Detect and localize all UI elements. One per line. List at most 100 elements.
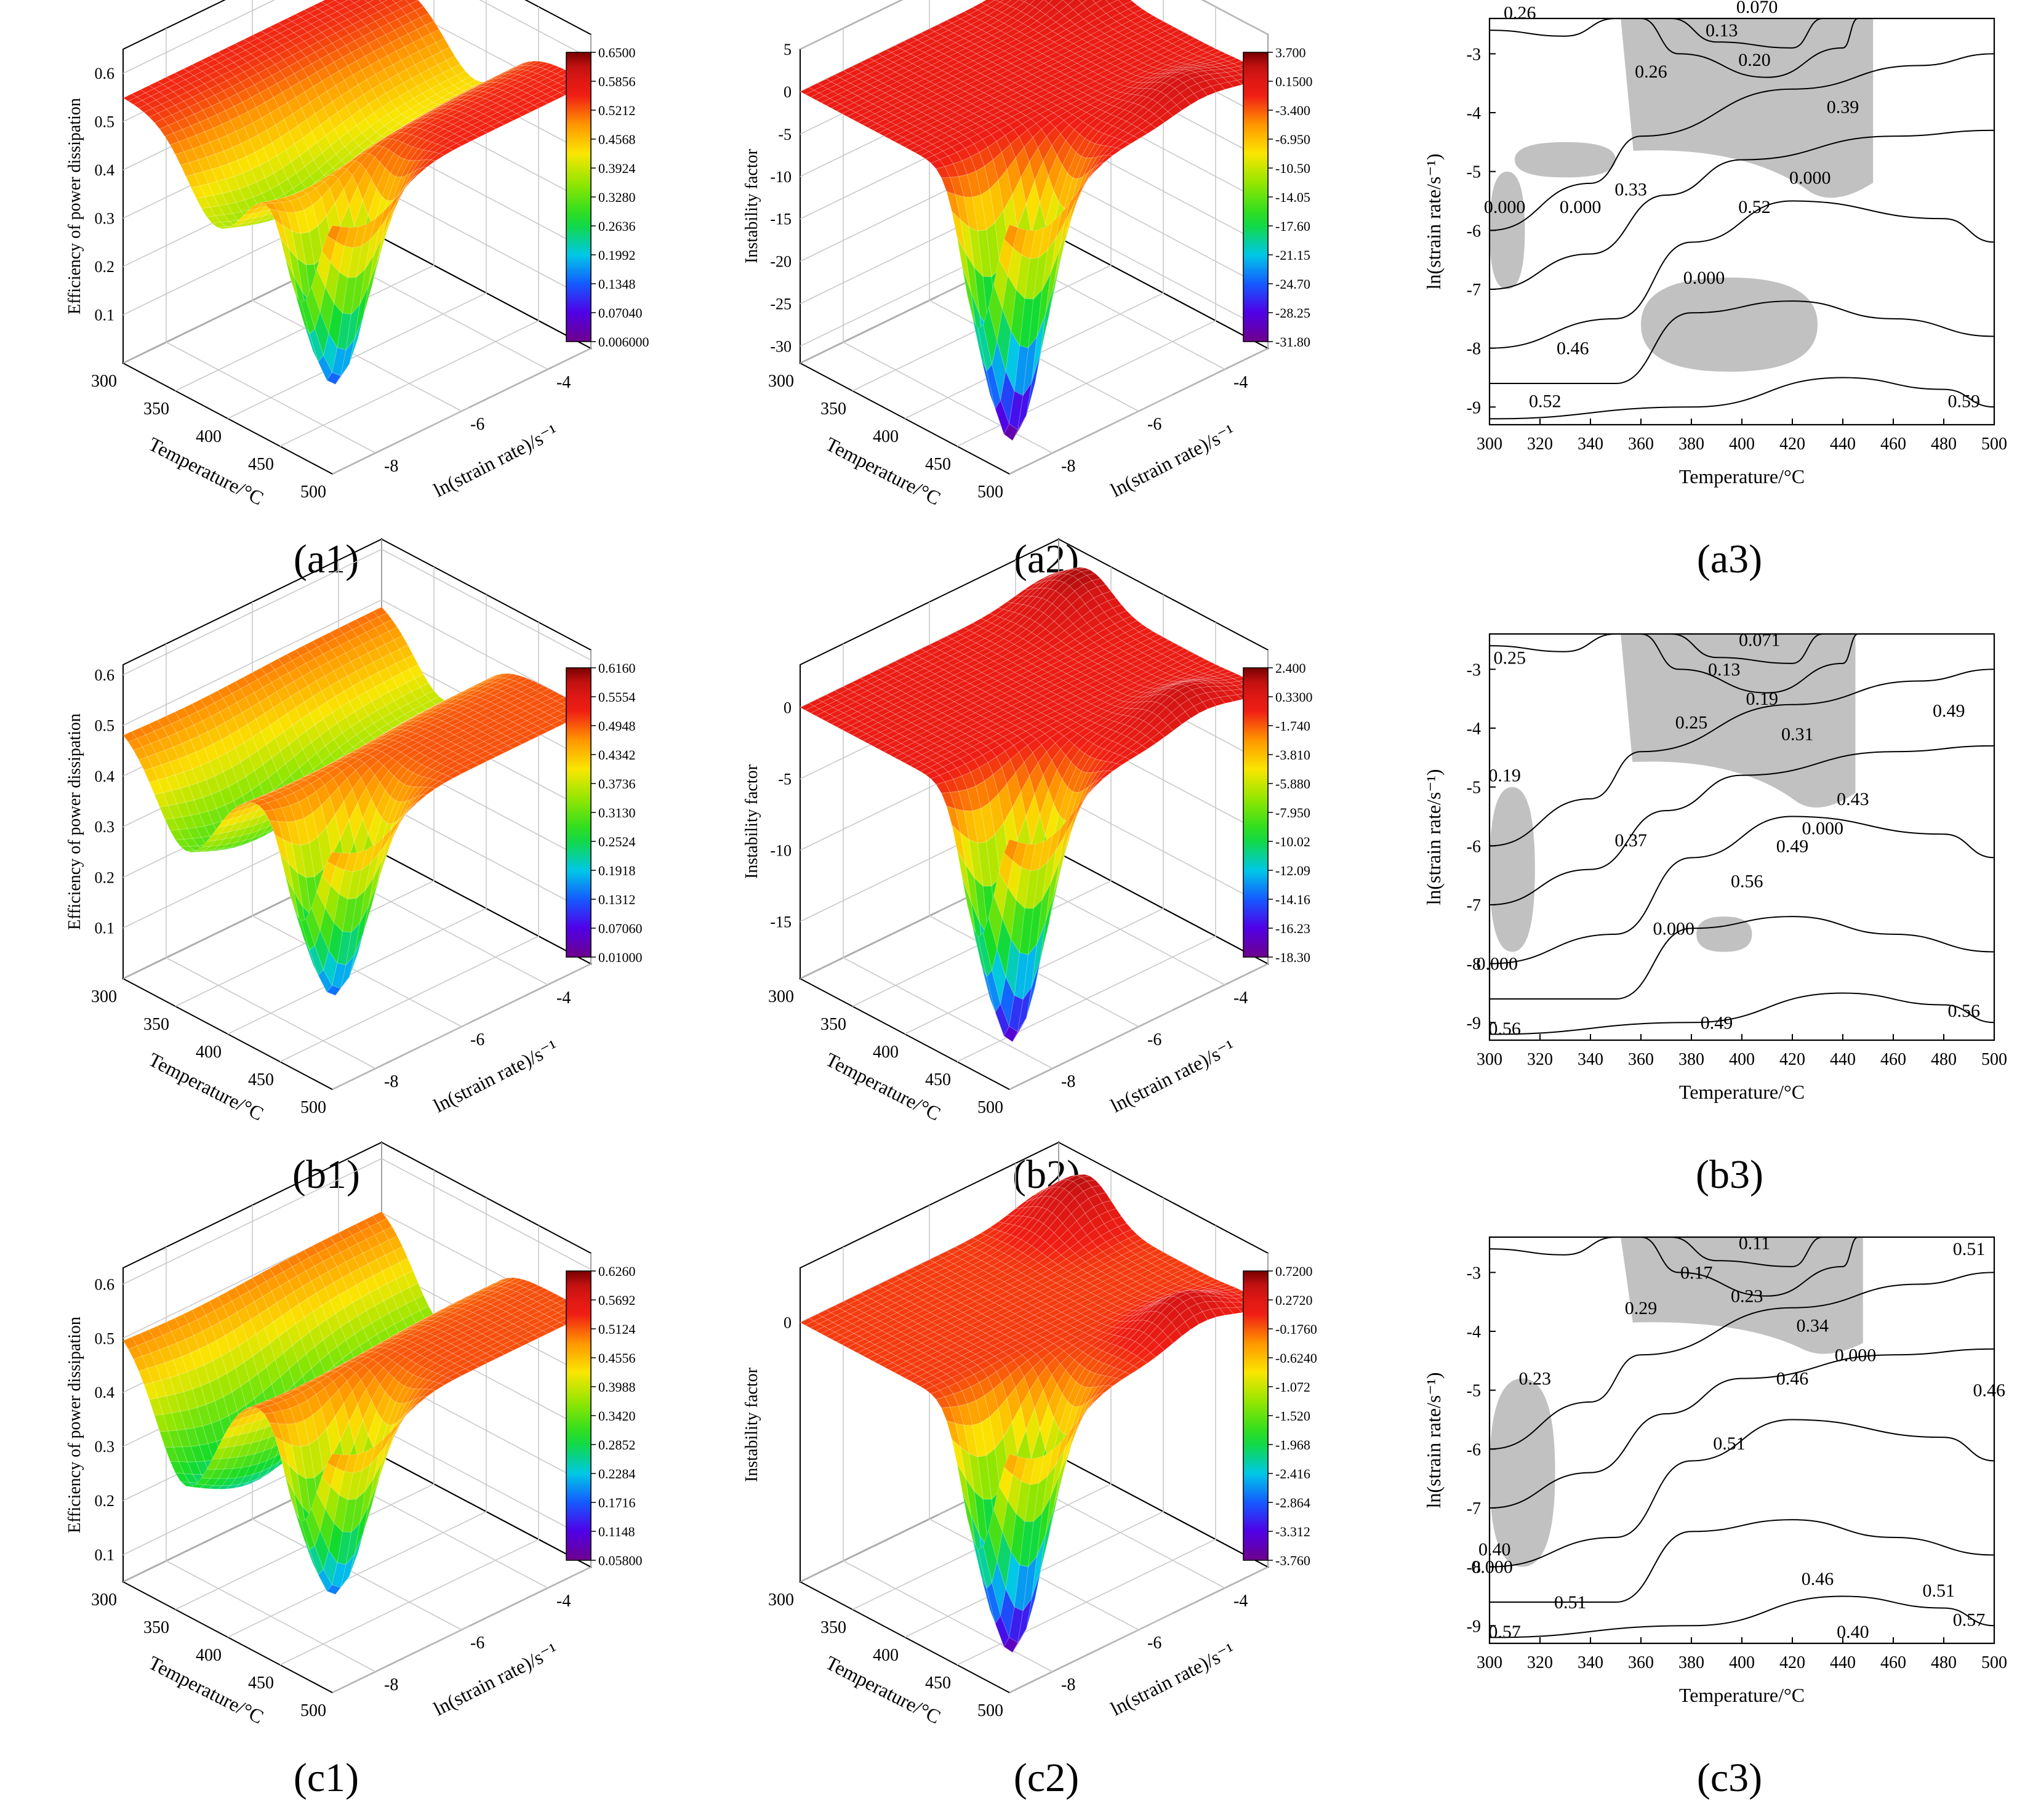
y-axis-title: ln(strain rate)/s⁻¹ — [430, 1035, 561, 1116]
x-tick-label: 480 — [1931, 435, 1957, 454]
y-tick-label: -6 — [1467, 222, 1481, 241]
surface-quad — [364, 0, 374, 3]
x-tick-label: 460 — [1880, 435, 1906, 454]
z-tick-label: -10 — [770, 168, 792, 186]
colorbar-label: -14.05 — [1275, 190, 1310, 205]
x-tick-label: 400 — [873, 427, 899, 446]
x-tick-label: 300 — [768, 987, 794, 1006]
contour-label: 0.26 — [1504, 2, 1536, 23]
colorbar-label: 0.07060 — [598, 921, 643, 936]
x-tick-label: 350 — [143, 1015, 169, 1034]
y-axis-title: ln(strain rate)/s⁻¹ — [1107, 420, 1238, 501]
colorbar-label: 0.5212 — [598, 103, 636, 118]
panel-a1: 0.10.20.30.40.50.6300350400450500-8-6-4E… — [65, 0, 649, 582]
y-tick-label: -8 — [1061, 457, 1075, 476]
surface-quad — [334, 0, 337, 1]
colorbar-label: 0.2524 — [598, 834, 636, 849]
y-tick-label: -8 — [1061, 1072, 1075, 1091]
colorbar-label: 0.5554 — [598, 689, 636, 705]
colorbar-label: 0.6500 — [598, 45, 636, 60]
surface-mesh — [122, 606, 591, 996]
y-tick-label: -6 — [470, 415, 484, 434]
contour-label: 0.13 — [1706, 20, 1738, 41]
colorbar-label: 0.3280 — [598, 190, 636, 205]
x-tick-label: 340 — [1578, 435, 1603, 454]
z-tick-label: -15 — [770, 913, 792, 931]
z-tick-label: 0 — [784, 83, 792, 101]
x-axis-title: Temperature/°C — [1679, 465, 1805, 487]
contour-label: 0.52 — [1738, 197, 1771, 217]
z-tick-label: -20 — [770, 253, 792, 271]
z-tick-label: -5 — [778, 126, 792, 143]
z-tick-label: -15 — [770, 210, 792, 228]
contour-label: 0.000 — [1789, 167, 1831, 188]
surface-mesh — [122, 0, 591, 385]
x-tick-label: 350 — [820, 1015, 846, 1034]
y-axis-title: ln(strain rate/s⁻¹) — [1422, 153, 1445, 289]
x-tick-label: 440 — [1830, 435, 1856, 454]
colorbar-label: 0.01000 — [598, 950, 643, 965]
z-tick-label: 0.3 — [95, 210, 115, 228]
colorbar-label: 0.6160 — [598, 660, 636, 676]
colorbar-label: -17.60 — [1275, 218, 1310, 234]
z-tick-label: 0.5 — [95, 717, 115, 735]
colorbar-label: 0.3130 — [598, 805, 636, 820]
y-tick-label: -6 — [1147, 1030, 1161, 1049]
y-tick-label: -8 — [384, 1072, 398, 1091]
z-tick-label: -5 — [778, 770, 792, 788]
contour-label: 0.39 — [1827, 97, 1859, 117]
x-tick-label: 350 — [820, 399, 846, 419]
y-tick-label: -4 — [556, 988, 571, 1008]
colorbar-label: -6.950 — [1275, 132, 1310, 147]
z-tick-label: 0.2 — [95, 868, 115, 886]
z-tick-label: 0 — [784, 699, 792, 717]
colorbar-label: 3.700 — [1275, 45, 1306, 60]
colorbar-label: 0.4342 — [598, 747, 636, 763]
y-tick-label: -4 — [1467, 104, 1481, 123]
z-tick-label: 0.1 — [95, 920, 115, 937]
x-tick-label: 500 — [977, 483, 1003, 502]
x-tick-label: 400 — [196, 1043, 222, 1062]
z-tick-label: 0.4 — [95, 161, 115, 179]
panel-label: (a1) — [294, 537, 359, 582]
colorbar-label: -10.50 — [1275, 161, 1310, 176]
contour-label: 0.52 — [1529, 391, 1562, 412]
colorbar — [566, 667, 591, 958]
z-tick-label: 0.6 — [95, 666, 115, 684]
colorbar — [1243, 52, 1269, 342]
x-tick-label: 360 — [1628, 435, 1654, 454]
panel-b1: 0.10.20.30.40.50.6300350400450500-8-6-4E… — [65, 538, 643, 1197]
contour-label: 0.20 — [1738, 50, 1771, 70]
x-tick-label: 300 — [91, 372, 117, 391]
colorbar-label: 0.1918 — [598, 863, 636, 878]
colorbar-label: 0.3736 — [598, 776, 636, 792]
surface-quad — [378, 0, 388, 3]
x-tick-label: 400 — [1729, 435, 1755, 454]
y-tick-label: -6 — [1147, 415, 1161, 434]
surface-quad — [391, 0, 403, 4]
colorbar-label: 0.5856 — [598, 74, 636, 89]
y-tick-label: -4 — [556, 373, 571, 392]
y-axis-title: ln(strain rate)/s⁻¹ — [430, 420, 561, 501]
y-tick-label: -4 — [1233, 988, 1248, 1008]
colorbar-label: -28.25 — [1275, 305, 1310, 321]
z-tick-label: -30 — [770, 337, 792, 355]
colorbar-label: 0.4948 — [598, 718, 636, 734]
z-tick-label: 0.2 — [95, 258, 115, 276]
contour-label: 0.33 — [1614, 179, 1647, 199]
y-tick-label: -6 — [470, 1030, 484, 1049]
z-tick-label: 0.6 — [95, 65, 115, 82]
panel-label: (a3) — [1697, 537, 1762, 582]
colorbar-label: -31.80 — [1275, 334, 1310, 350]
y-tick-label: -7 — [1467, 281, 1481, 300]
z-tick-label: 0.3 — [95, 818, 115, 836]
x-tick-label: 500 — [977, 1098, 1003, 1117]
y-tick-label: -3 — [1467, 45, 1481, 64]
colorbar-label: 0.1500 — [1275, 74, 1313, 89]
x-tick-label: 380 — [1678, 435, 1704, 454]
surface-quad — [334, 0, 349, 4]
contour-label: 0.000 — [1683, 268, 1725, 288]
colorbar — [566, 52, 591, 342]
colorbar-label: -24.70 — [1275, 276, 1310, 292]
